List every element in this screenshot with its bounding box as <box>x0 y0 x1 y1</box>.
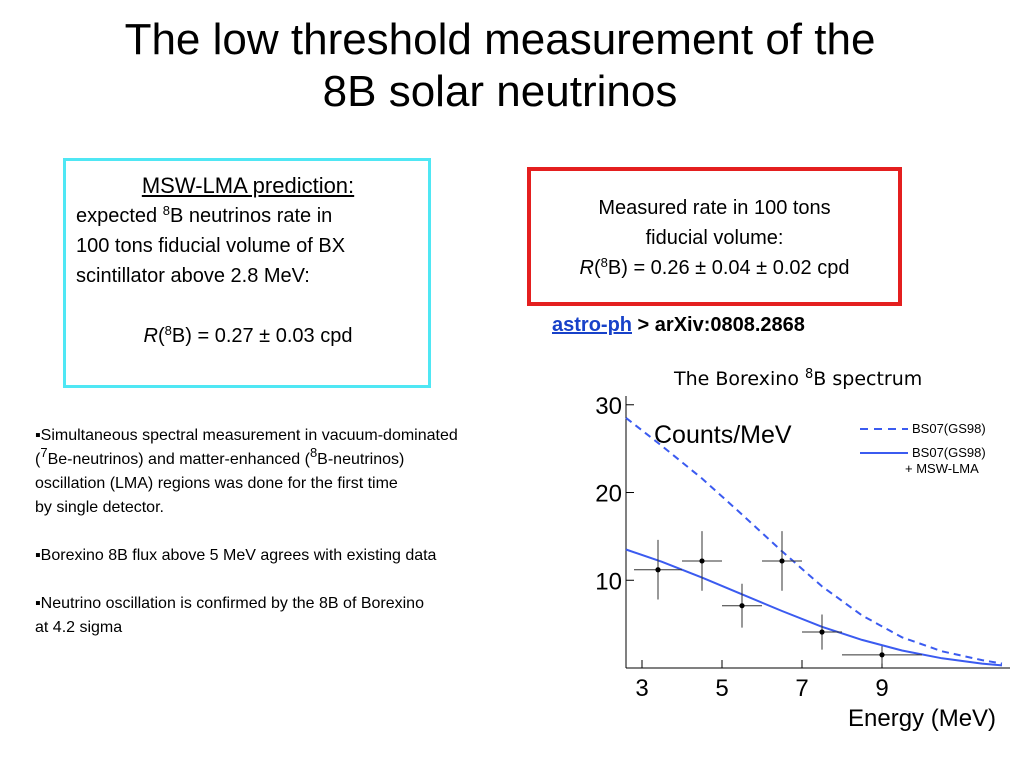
measured-box: Measured rate in 100 tons fiducial volum… <box>527 167 902 306</box>
prediction-heading: MSW-LMA prediction: <box>141 173 355 198</box>
spectrum-caption-post: B spectrum <box>813 368 923 390</box>
title-line-2: 8B solar neutrinos <box>322 67 678 116</box>
spectrum-caption-pre: The Borexino <box>674 368 806 390</box>
bullet-1-line-2a: ( <box>35 451 41 468</box>
y-axis-label: Counts/MeV <box>654 421 792 449</box>
bullet-1-line-2b: Be-neutrinos) and matter-enhanced ( <box>47 451 310 468</box>
data-point <box>879 652 885 658</box>
chart-marks: 10 20 30 3 5 7 9 <box>595 396 1003 702</box>
bullet-2-line-1: ▪Borexino 8B flux above 5 MeV agrees wit… <box>35 547 437 564</box>
x-axis-label: Energy (MeV) <box>848 705 996 732</box>
bullet-list: ▪Simultaneous spectral measurement in va… <box>35 424 580 664</box>
measured-formula: R(8B) = 0.26 ± 0.04 ± 0.02 cpd <box>535 253 894 283</box>
x-tick-label: 5 <box>715 675 728 702</box>
reference-line: astro-ph > arXiv:0808.2868 <box>552 314 805 337</box>
prediction-formula-rest: B) = 0.27 ± 0.03 cpd <box>171 325 353 347</box>
x-tick-label: 7 <box>795 675 808 702</box>
prediction-line-1: expected 8B neutrinos rate in <box>76 201 420 231</box>
prediction-box: MSW-LMA prediction: expected 8B neutrino… <box>63 158 431 388</box>
prediction-line-3: scintillator above 2.8 MeV: <box>76 265 310 287</box>
series-line-bs07-dashed <box>625 417 1003 665</box>
x-tick-label: 3 <box>635 675 648 702</box>
y-tick-label: 20 <box>595 481 622 508</box>
bullet-item: ▪Borexino 8B flux above 5 MeV agrees wit… <box>35 544 580 568</box>
data-point <box>819 629 825 635</box>
data-point <box>655 567 661 573</box>
prediction-line-1-sup: 8 <box>162 203 170 218</box>
chart-legend: BS07(GS98) BS07(GS98) + MSW-LMA <box>860 421 986 476</box>
x-tick-label: 9 <box>875 675 888 702</box>
prediction-formula-sup: 8 <box>164 323 172 338</box>
bullet-1-line-2c: B-neutrinos) <box>317 451 405 468</box>
bullet-3-line-2: at 4.2 sigma <box>35 619 123 636</box>
data-point <box>739 603 745 609</box>
prediction-formula: R(8B) = 0.27 ± 0.03 cpd <box>76 321 420 351</box>
spectrum-caption: The Borexino 8B spectrum <box>674 368 922 390</box>
bullet-item: ▪Simultaneous spectral measurement in va… <box>35 424 580 520</box>
measured-formula-r: R <box>579 257 594 279</box>
measured-line-1: Measured rate in 100 tons <box>598 197 831 219</box>
prediction-line-1-post: B neutrinos rate in <box>169 205 333 227</box>
bullet-1-line-3: oscillation (LMA) regions was done for t… <box>35 475 398 492</box>
prediction-formula-open: ( <box>158 325 165 347</box>
bullet-3-line-1: ▪Neutrino oscillation is confirmed by th… <box>35 595 424 612</box>
bullet-item: ▪Neutrino oscillation is confirmed by th… <box>35 592 580 640</box>
bullet-1-line-1: ▪Simultaneous spectral measurement in va… <box>35 427 458 444</box>
measured-formula-sup: 8 <box>600 255 608 270</box>
title-line-1: The low threshold measurement of the <box>124 15 876 64</box>
data-point <box>779 558 785 564</box>
measured-formula-rest: B) = 0.26 ± 0.04 ± 0.02 cpd <box>607 257 850 279</box>
legend-solid-label-2: + MSW-LMA <box>905 461 979 476</box>
spectrum-chart: Counts/MeV Energy (MeV) BS07(GS98) BS07(… <box>595 396 1010 732</box>
measured-formula-open: ( <box>593 257 601 279</box>
spectrum-caption-sup: 8 <box>805 367 814 382</box>
legend-solid-label: BS07(GS98) <box>912 445 986 460</box>
prediction-formula-r: R <box>143 325 158 347</box>
prediction-line-2: 100 tons fiducial volume of BX <box>76 235 346 257</box>
reference-rest: > arXiv:0808.2868 <box>632 314 805 336</box>
y-tick-label: 30 <box>595 396 622 420</box>
series-line-msw-lma <box>625 548 1003 667</box>
y-tick-label: 10 <box>595 568 622 595</box>
bullet-1-sup-2: 8 <box>309 445 318 460</box>
measured-line-2: fiducial volume: <box>645 227 784 249</box>
astro-ph-link[interactable]: astro-ph <box>552 314 632 336</box>
legend-dashed-label: BS07(GS98) <box>912 421 986 436</box>
data-point <box>699 558 705 564</box>
prediction-line-1-pre: expected <box>76 205 163 227</box>
slide-title: The low threshold measurement of the 8B … <box>0 14 1000 118</box>
bullet-1-sup-1: 7 <box>40 445 48 460</box>
bullet-1-line-4: by single detector. <box>35 499 164 516</box>
